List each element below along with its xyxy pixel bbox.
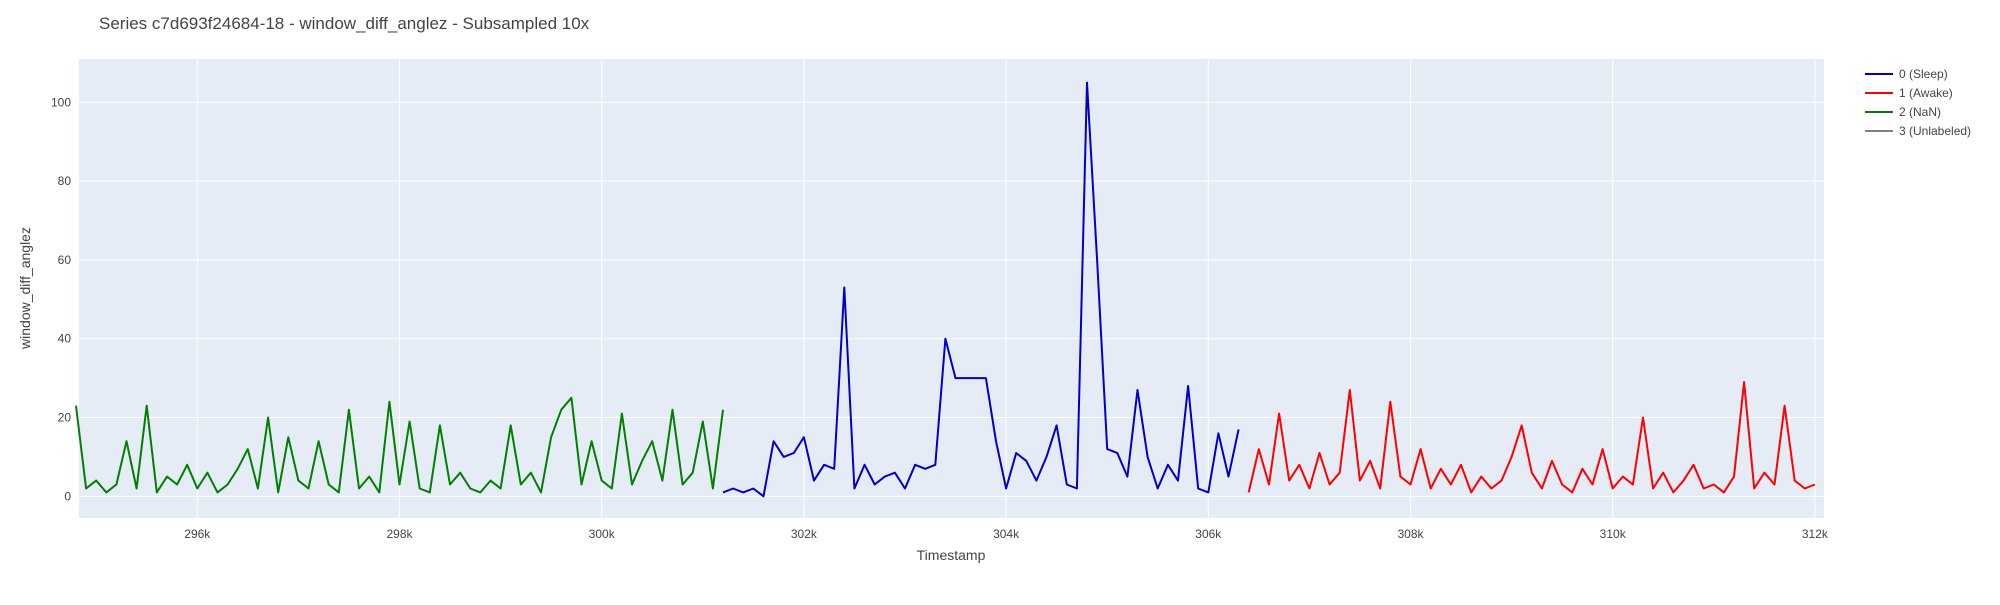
x-tick-label: 308k xyxy=(1397,527,1424,541)
plot-area xyxy=(79,59,1824,518)
legend[interactable]: 0 (Sleep) 1 (Awake) 2 (NaN) 3 (Unlabeled) xyxy=(1865,67,1971,138)
y-tick-label: 20 xyxy=(58,411,72,425)
legend-label[interactable]: 3 (Unlabeled) xyxy=(1899,124,1971,138)
x-tick-label: 302k xyxy=(791,527,818,541)
grid xyxy=(79,59,1824,518)
x-tick-label: 298k xyxy=(386,527,413,541)
legend-label[interactable]: 2 (NaN) xyxy=(1899,105,1941,119)
y-axis-title: window_diff_anglez xyxy=(17,227,33,350)
series-line xyxy=(75,396,724,494)
y-tick-label: 80 xyxy=(58,174,72,188)
y-tick-label: 100 xyxy=(51,95,71,109)
x-tick-label: 312k xyxy=(1802,527,1829,541)
legend-label[interactable]: 1 (Awake) xyxy=(1899,86,1953,100)
lines xyxy=(75,81,1816,498)
series-line xyxy=(722,81,1240,498)
chart-title: Series c7d693f24684-18 - window_diff_ang… xyxy=(99,14,590,33)
x-axis-title: Timestamp xyxy=(917,547,986,563)
y-tick-label: 0 xyxy=(64,489,71,503)
x-tick-label: 296k xyxy=(184,527,211,541)
x-tick-label: 306k xyxy=(1195,527,1222,541)
x-tick-label: 300k xyxy=(589,527,616,541)
x-tick-label: 310k xyxy=(1600,527,1627,541)
series-line xyxy=(1247,381,1816,494)
x-tick-label: 304k xyxy=(993,527,1020,541)
legend-label[interactable]: 0 (Sleep) xyxy=(1899,67,1948,81)
y-tick-label: 40 xyxy=(58,332,72,346)
y-tick-label: 60 xyxy=(58,253,72,267)
